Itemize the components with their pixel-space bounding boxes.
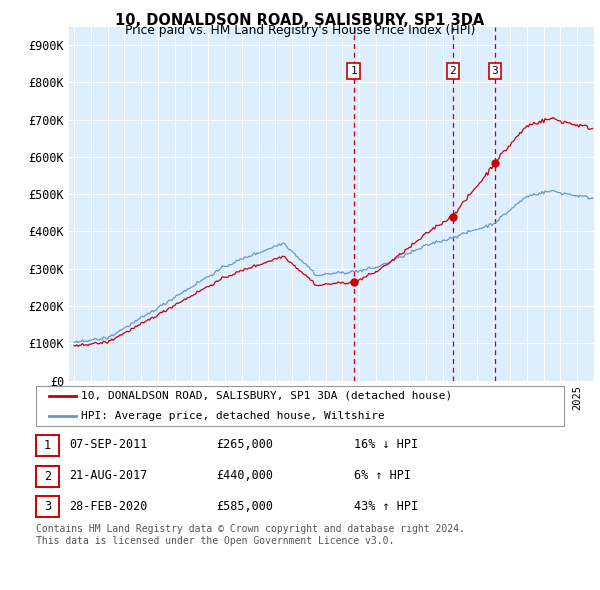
Text: 21-AUG-2017: 21-AUG-2017 [69, 469, 148, 482]
Text: £440,000: £440,000 [216, 469, 273, 482]
Text: 3: 3 [44, 500, 51, 513]
Text: This data is licensed under the Open Government Licence v3.0.: This data is licensed under the Open Gov… [36, 536, 394, 546]
Text: 16% ↓ HPI: 16% ↓ HPI [354, 438, 418, 451]
Text: 10, DONALDSON ROAD, SALISBURY, SP1 3DA: 10, DONALDSON ROAD, SALISBURY, SP1 3DA [115, 13, 485, 28]
Text: 3: 3 [491, 66, 498, 76]
Text: Contains HM Land Registry data © Crown copyright and database right 2024.: Contains HM Land Registry data © Crown c… [36, 524, 465, 534]
Text: 6% ↑ HPI: 6% ↑ HPI [354, 469, 411, 482]
Text: 07-SEP-2011: 07-SEP-2011 [69, 438, 148, 451]
Text: Price paid vs. HM Land Registry's House Price Index (HPI): Price paid vs. HM Land Registry's House … [125, 24, 475, 37]
Text: 28-FEB-2020: 28-FEB-2020 [69, 500, 148, 513]
Text: HPI: Average price, detached house, Wiltshire: HPI: Average price, detached house, Wilt… [81, 411, 385, 421]
Text: 43% ↑ HPI: 43% ↑ HPI [354, 500, 418, 513]
Text: £585,000: £585,000 [216, 500, 273, 513]
Text: 1: 1 [350, 66, 357, 76]
Text: 2: 2 [44, 470, 51, 483]
Text: 1: 1 [44, 439, 51, 452]
Text: 10, DONALDSON ROAD, SALISBURY, SP1 3DA (detached house): 10, DONALDSON ROAD, SALISBURY, SP1 3DA (… [81, 391, 452, 401]
Text: £265,000: £265,000 [216, 438, 273, 451]
Text: 2: 2 [449, 66, 456, 76]
